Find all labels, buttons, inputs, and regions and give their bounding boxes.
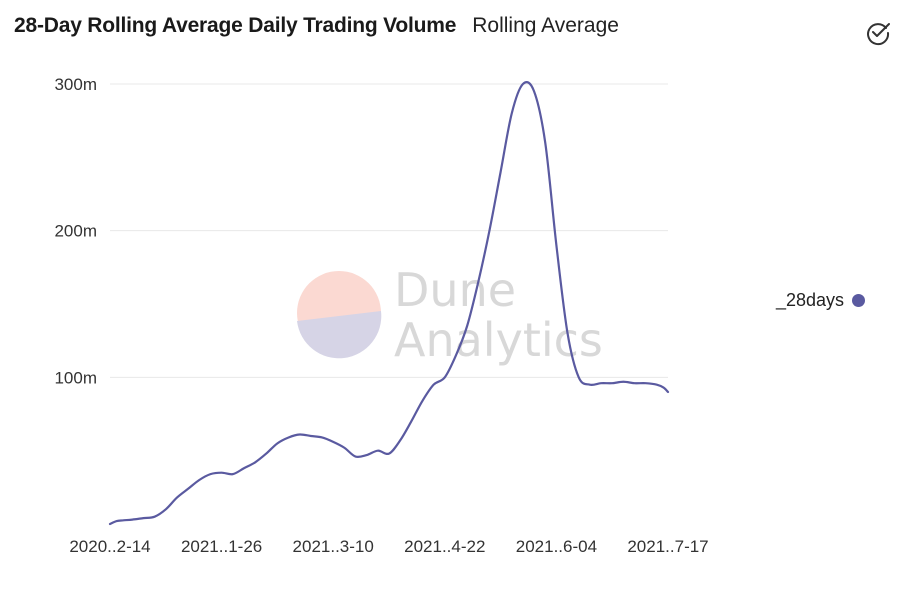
legend-swatch	[852, 294, 866, 307]
watermark-line1: Dune	[394, 263, 516, 317]
x-axis-ticks: 2020..2-14 2021..1-26 2021..3-10 2021..4-22…	[69, 537, 708, 556]
y-tick-label: 200m	[54, 222, 97, 241]
gridlines	[110, 83, 668, 378]
legend-label: _28days	[776, 290, 845, 310]
dune-watermark: Dune Analytics	[297, 263, 603, 367]
y-axis-ticks: 100m 200m 300m	[54, 75, 97, 387]
chart-title: 28-Day Rolling Average Daily Trading Vol…	[14, 14, 457, 37]
x-tick-label: 2021..1-26	[181, 537, 262, 556]
legend-item-28days[interactable]: _28days	[776, 290, 866, 311]
x-tick-label: 2021..7-17	[627, 537, 708, 556]
x-tick-label: 2021..4-22	[404, 537, 485, 556]
check-circle-icon[interactable]	[864, 18, 892, 46]
watermark-logo-lower	[297, 311, 382, 359]
watermark-line2: Analytics	[394, 313, 603, 367]
x-tick-label: 2021..3-10	[293, 537, 374, 556]
y-tick-label: 100m	[54, 368, 97, 387]
series-line-28days	[108, 81, 670, 526]
y-tick-label: 300m	[54, 75, 97, 94]
chart-subtitle: Rolling Average	[472, 14, 619, 37]
x-tick-label: 2021..6-04	[516, 537, 597, 556]
chart-header: 28-Day Rolling Average Daily Trading Vol…	[14, 14, 619, 38]
x-tick-label: 2020..2-14	[69, 537, 150, 556]
